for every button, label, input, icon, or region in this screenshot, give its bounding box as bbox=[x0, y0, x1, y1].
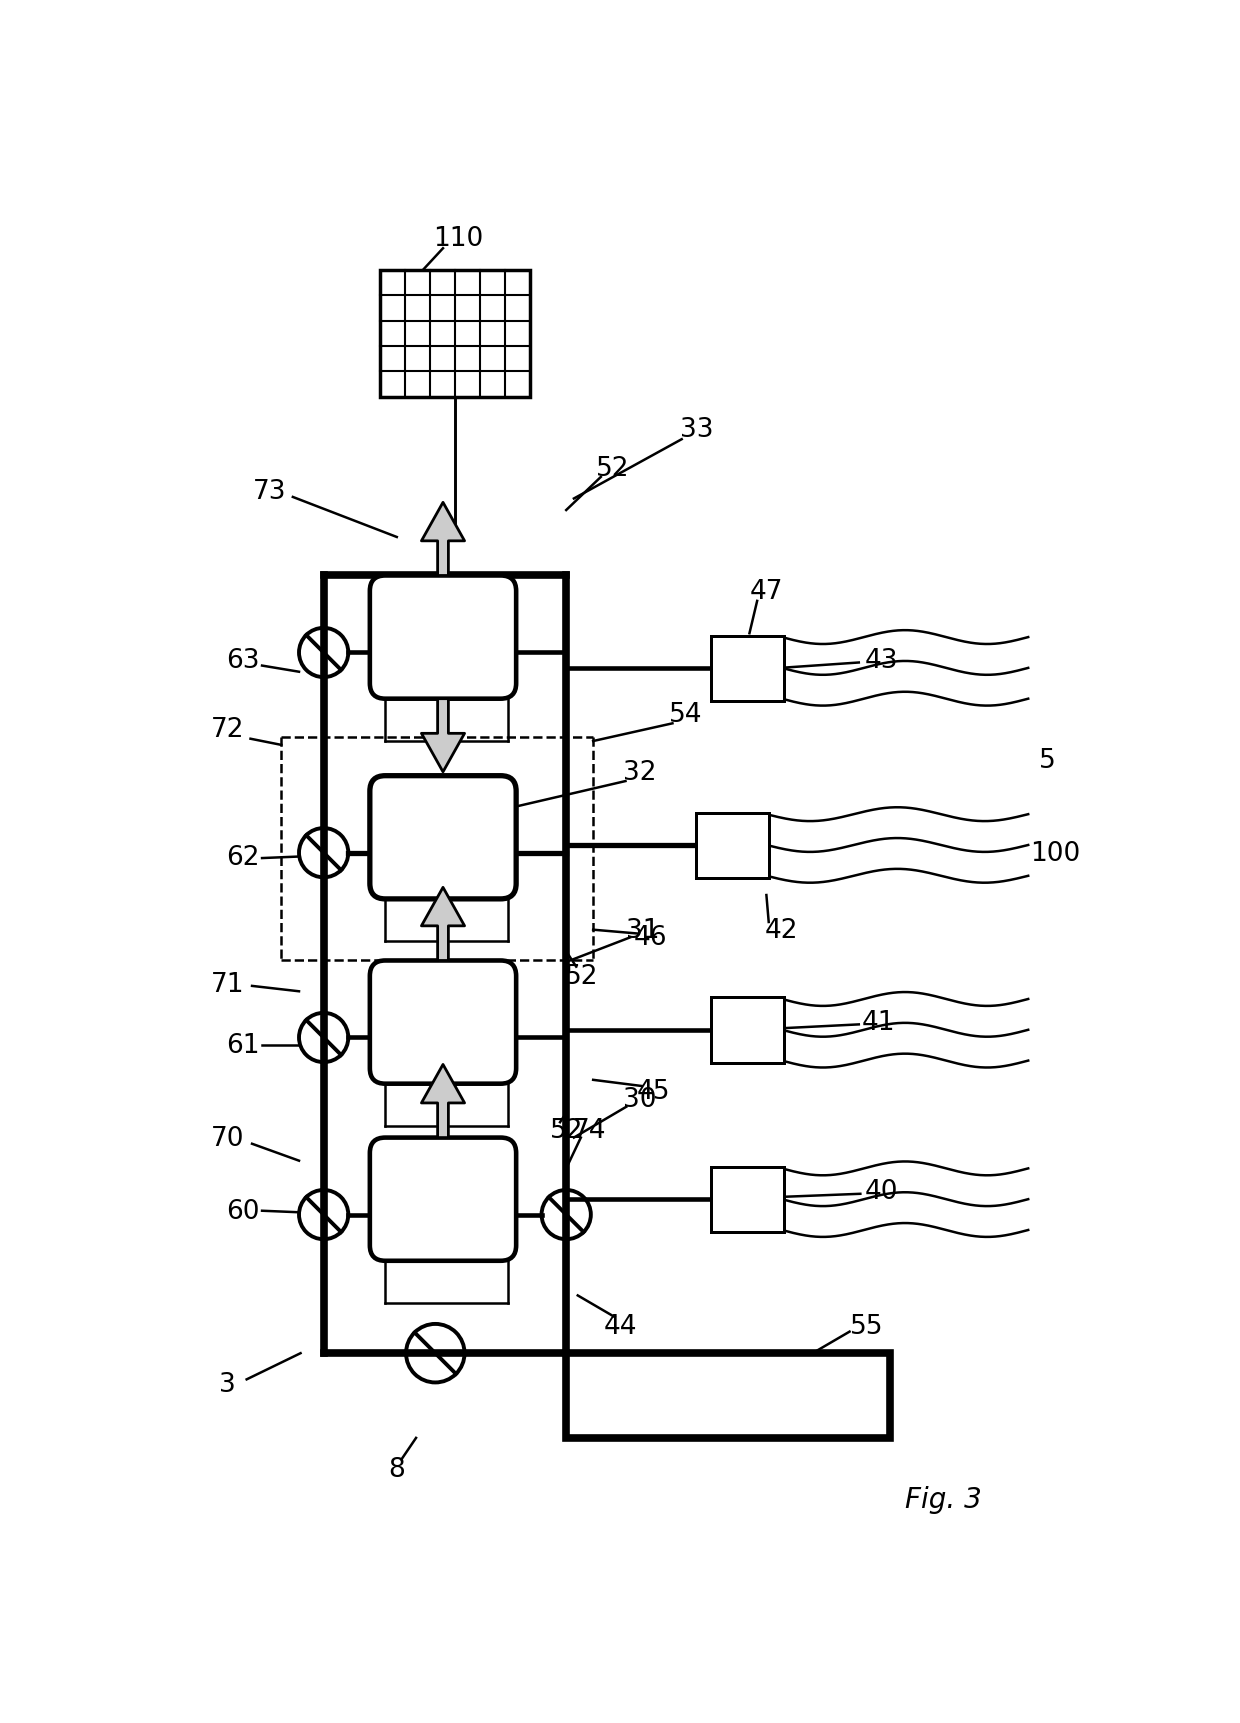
Text: 33: 33 bbox=[681, 417, 714, 443]
Bar bbox=[567, 1353, 889, 1439]
Text: 63: 63 bbox=[226, 648, 259, 674]
Text: 5: 5 bbox=[1039, 748, 1055, 774]
Text: 41: 41 bbox=[862, 1010, 895, 1036]
Text: 71: 71 bbox=[211, 972, 244, 998]
Text: 52: 52 bbox=[595, 455, 629, 481]
Text: 72: 72 bbox=[211, 717, 244, 743]
Bar bbox=[379, 271, 529, 398]
Text: 8: 8 bbox=[388, 1456, 405, 1482]
Bar bbox=[696, 813, 769, 879]
Text: 32: 32 bbox=[622, 760, 656, 786]
Text: 52: 52 bbox=[565, 963, 599, 989]
Text: 47: 47 bbox=[750, 579, 784, 605]
Text: 62: 62 bbox=[226, 844, 259, 870]
Bar bbox=[711, 636, 784, 701]
Text: 100: 100 bbox=[1030, 841, 1080, 867]
Text: 55: 55 bbox=[849, 1313, 883, 1339]
Bar bbox=[711, 998, 784, 1063]
Text: 30: 30 bbox=[622, 1087, 656, 1113]
Text: 46: 46 bbox=[634, 925, 667, 951]
Text: 60: 60 bbox=[226, 1197, 259, 1223]
FancyBboxPatch shape bbox=[370, 961, 516, 1084]
FancyBboxPatch shape bbox=[370, 1137, 516, 1261]
Text: 44: 44 bbox=[604, 1313, 637, 1339]
FancyBboxPatch shape bbox=[370, 777, 516, 899]
Text: 42: 42 bbox=[765, 917, 799, 942]
Text: Fig. 3: Fig. 3 bbox=[905, 1485, 982, 1513]
Text: 61: 61 bbox=[226, 1032, 259, 1058]
Polygon shape bbox=[422, 700, 465, 772]
Text: 45: 45 bbox=[636, 1079, 670, 1104]
FancyBboxPatch shape bbox=[370, 575, 516, 700]
Polygon shape bbox=[422, 887, 465, 961]
Polygon shape bbox=[422, 1065, 465, 1137]
Text: 52: 52 bbox=[549, 1117, 583, 1144]
Text: 43: 43 bbox=[866, 648, 899, 674]
Text: 54: 54 bbox=[668, 701, 702, 727]
Text: 110: 110 bbox=[433, 226, 484, 252]
Text: 3: 3 bbox=[219, 1372, 236, 1397]
Text: 40: 40 bbox=[866, 1179, 899, 1204]
Text: 74: 74 bbox=[573, 1117, 606, 1144]
Text: 70: 70 bbox=[211, 1125, 244, 1151]
Polygon shape bbox=[422, 503, 465, 575]
Text: 73: 73 bbox=[253, 479, 286, 505]
Text: 31: 31 bbox=[626, 917, 660, 942]
Bar bbox=[711, 1166, 784, 1232]
